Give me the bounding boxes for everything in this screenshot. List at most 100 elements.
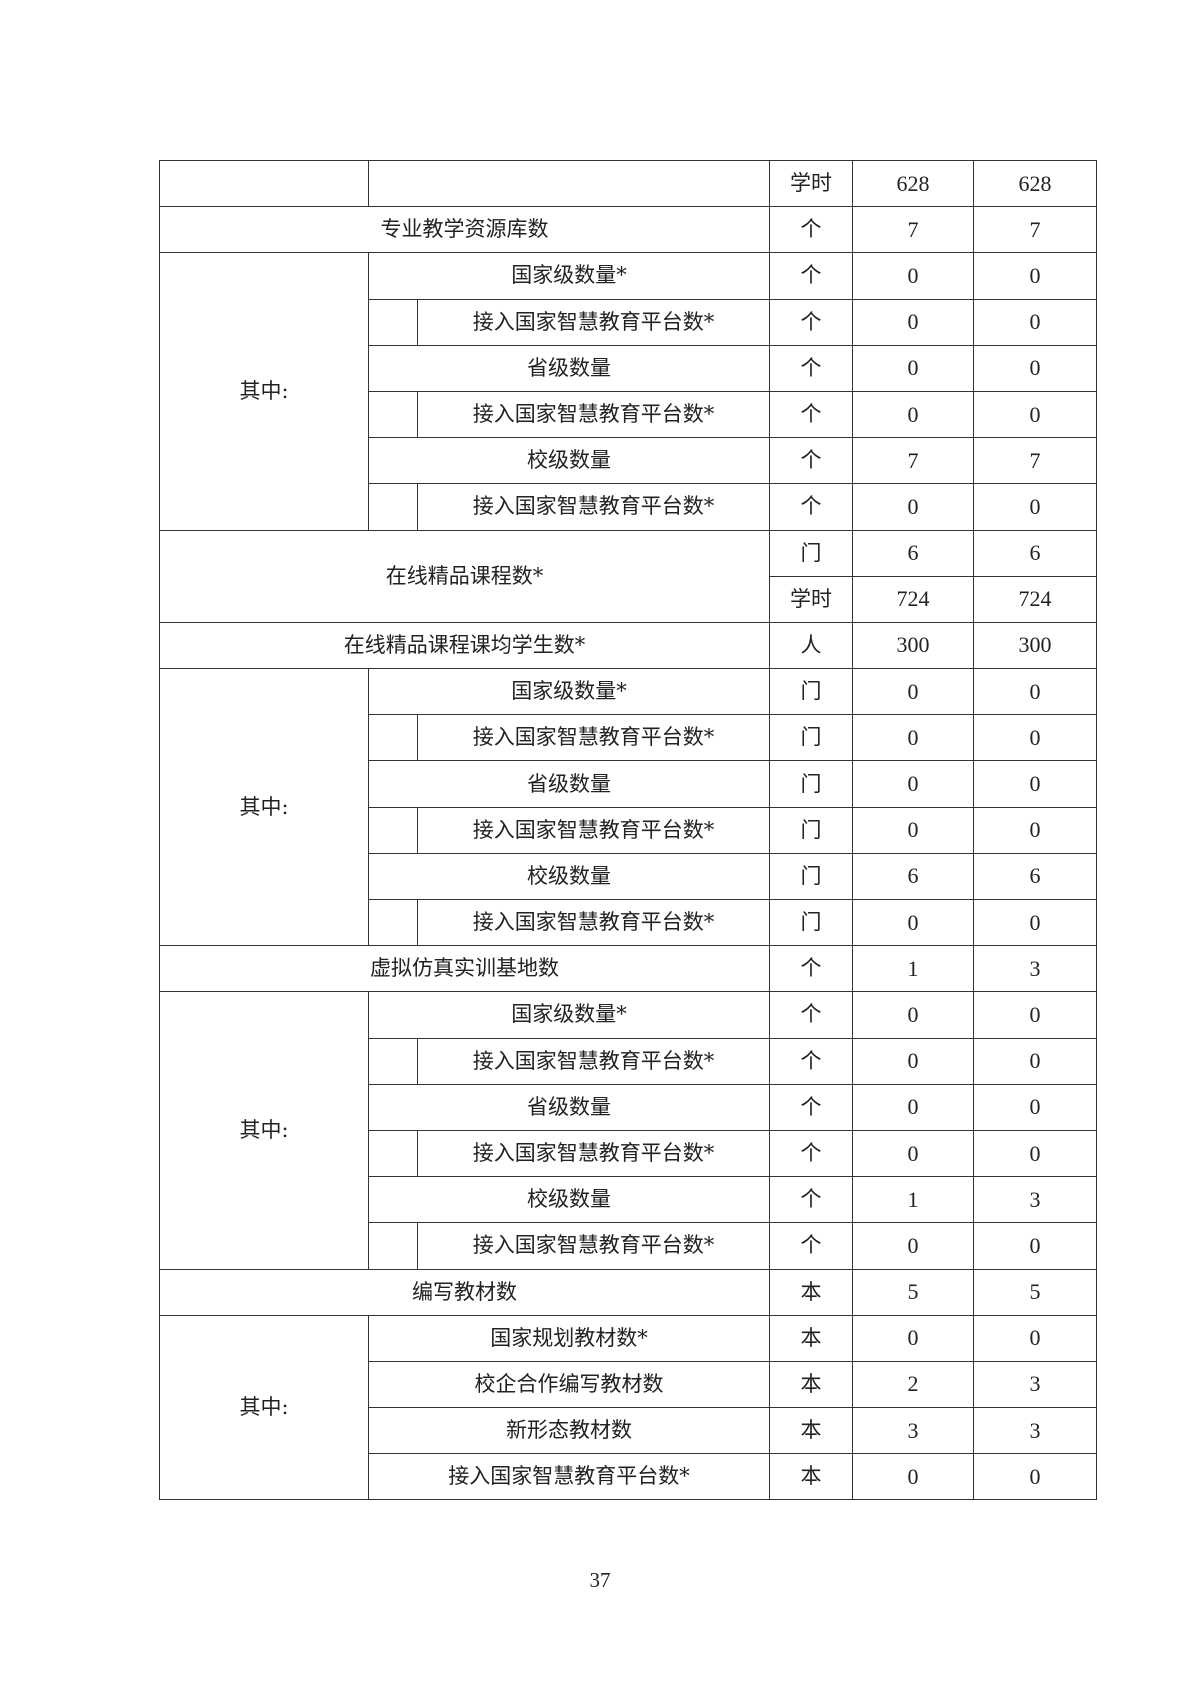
indent-cell bbox=[368, 390, 418, 439]
value-cell-1: 0 bbox=[852, 991, 974, 1039]
page-number: 37 bbox=[589, 1568, 611, 1592]
table-row: 省级数量个 0 0 bbox=[160, 1083, 1097, 1131]
value-cell-1: 7 bbox=[852, 206, 974, 254]
unit-cell: 个 bbox=[769, 252, 853, 300]
sub-item-label: 校级数量 bbox=[368, 852, 770, 901]
group-label: 其中: bbox=[159, 252, 369, 531]
value-cell-2: 0 bbox=[973, 714, 1097, 762]
table-row: 接入国家智慧教育平台数* 个 0 0 bbox=[160, 1222, 1097, 1270]
value-cell-1: 0 bbox=[852, 714, 974, 762]
indent-cell bbox=[368, 483, 418, 531]
table-row: 校级数量门 6 6 bbox=[160, 852, 1097, 901]
group-label: 其中: bbox=[159, 1314, 369, 1501]
value-cell-1: 0 bbox=[852, 1453, 974, 1501]
value-cell-1: 6 bbox=[852, 529, 974, 577]
table-row: 接入国家智慧教育平台数* 本 0 0 bbox=[160, 1453, 1097, 1501]
unit-cell: 本 bbox=[769, 1407, 853, 1455]
value-cell-2: 0 bbox=[973, 898, 1097, 947]
unit-cell: 个 bbox=[769, 1129, 853, 1178]
value-cell-1: 0 bbox=[852, 298, 974, 346]
value-cell-2: 6 bbox=[973, 529, 1097, 577]
unit-cell: 个 bbox=[769, 344, 853, 392]
sub-item-label: 省级数量 bbox=[368, 1083, 770, 1131]
sub-item-label: 接入国家智慧教育平台数* bbox=[417, 806, 770, 854]
unit-cell: 个 bbox=[769, 298, 853, 346]
group-label: 其中: bbox=[159, 991, 369, 1270]
sub-item-label: 接入国家智慧教育平台数* bbox=[417, 298, 770, 346]
sub-item-label: 接入国家智慧教育平台数* bbox=[368, 1453, 770, 1501]
unit-cell: 本 bbox=[769, 1453, 853, 1501]
unit-cell: 人 bbox=[769, 621, 853, 670]
unit-cell: 门 bbox=[769, 898, 853, 947]
value-cell-1: 3 bbox=[852, 1407, 974, 1455]
table-row: 接入国家智慧教育平台数* 个 0 0 bbox=[160, 390, 1097, 439]
sub-item-label: 国家级数量* bbox=[368, 991, 770, 1039]
item-label: 在线精品课程课均学生数* bbox=[159, 621, 770, 670]
item-label: 专业教学资源库数 bbox=[159, 206, 770, 254]
sub-item-label: 校级数量 bbox=[368, 1176, 770, 1224]
unit-cell: 个 bbox=[769, 483, 853, 531]
unit-cell: 门 bbox=[769, 714, 853, 762]
value-cell-1: 0 bbox=[852, 1314, 974, 1362]
value-cell-2: 628 bbox=[973, 159, 1097, 208]
table-row: 新形态教材数本 3 3 bbox=[160, 1407, 1097, 1455]
table-row: 编写教材数本 5 5 bbox=[159, 1268, 1097, 1316]
value-cell-2: 7 bbox=[973, 206, 1097, 254]
sub-item-label: 国家级数量* bbox=[368, 668, 770, 716]
statistics-table: 学时 628 628 专业教学资源库数个 7 7 其中: 国家级数量* 个 0 0 接入国家智慧教育平… bbox=[159, 159, 1097, 1501]
table-row: 虚拟仿真实训基地数个 1 3 bbox=[159, 945, 1097, 993]
value-cell-1: 0 bbox=[852, 1083, 974, 1131]
sub-item-label: 省级数量 bbox=[368, 344, 770, 392]
value-cell-1: 628 bbox=[852, 159, 974, 208]
empty-cell bbox=[159, 159, 369, 208]
value-cell-1: 0 bbox=[852, 1037, 974, 1085]
unit-cell: 本 bbox=[769, 1314, 853, 1362]
table-row: 校企合作编写教材数本 2 3 bbox=[160, 1360, 1097, 1409]
sub-item-label: 接入国家智慧教育平台数* bbox=[417, 390, 770, 439]
table-row: 省级数量门 0 0 bbox=[160, 760, 1097, 808]
table-row: 接入国家智慧教育平台数* 门 0 0 bbox=[160, 806, 1097, 854]
value-cell-1: 0 bbox=[852, 760, 974, 808]
value-cell-2: 300 bbox=[973, 621, 1097, 670]
value-cell-1: 724 bbox=[852, 575, 974, 623]
value-cell-1: 0 bbox=[852, 1129, 974, 1178]
value-cell-1: 0 bbox=[852, 390, 974, 439]
value-cell-2: 7 bbox=[973, 437, 1097, 485]
table-row: 在线精品课程数* 门 6 6 bbox=[159, 529, 1097, 623]
table-row: 接入国家智慧教育平台数* 个 0 0 bbox=[160, 1037, 1097, 1085]
value-cell-2: 0 bbox=[973, 252, 1097, 300]
sub-item-label: 接入国家智慧教育平台数* bbox=[417, 898, 770, 947]
value-cell-1: 0 bbox=[852, 483, 974, 531]
indent-cell bbox=[368, 806, 418, 854]
value-cell-2: 3 bbox=[973, 945, 1097, 993]
sub-item-label: 国家级数量* bbox=[368, 252, 770, 300]
value-cell-2: 0 bbox=[973, 1037, 1097, 1085]
table-row: 其中: 国家级数量* 门 0 0 bbox=[159, 668, 1097, 947]
unit-cell: 个 bbox=[769, 1176, 853, 1224]
unit-cell: 个 bbox=[769, 1222, 853, 1270]
unit-cell: 本 bbox=[769, 1268, 853, 1316]
value-cell-2: 0 bbox=[973, 1453, 1097, 1501]
unit-cell: 门 bbox=[769, 852, 853, 901]
unit-cell: 门 bbox=[769, 668, 853, 716]
value-cell-1: 1 bbox=[852, 1176, 974, 1224]
sub-item-label: 新形态教材数 bbox=[368, 1407, 770, 1455]
empty-cell bbox=[368, 159, 770, 208]
group-label: 其中: bbox=[159, 668, 369, 947]
sub-item-label: 国家规划教材数* bbox=[368, 1314, 770, 1362]
unit-cell: 个 bbox=[769, 206, 853, 254]
indent-cell bbox=[368, 898, 418, 947]
unit-cell: 个 bbox=[769, 945, 853, 993]
indent-cell bbox=[368, 1222, 418, 1270]
value-cell-2: 0 bbox=[973, 483, 1097, 531]
value-cell-1: 0 bbox=[852, 668, 974, 716]
value-cell-2: 0 bbox=[973, 390, 1097, 439]
value-cell-1: 0 bbox=[852, 344, 974, 392]
table-row: 校级数量个 1 3 bbox=[160, 1176, 1097, 1224]
value-cell-2: 6 bbox=[973, 852, 1097, 901]
table-row: 专业教学资源库数个 7 7 bbox=[159, 206, 1097, 254]
unit-cell: 个 bbox=[769, 991, 853, 1039]
value-cell-2: 0 bbox=[973, 1083, 1097, 1131]
value-cell-2: 0 bbox=[973, 668, 1097, 716]
value-cell-1: 0 bbox=[852, 806, 974, 854]
